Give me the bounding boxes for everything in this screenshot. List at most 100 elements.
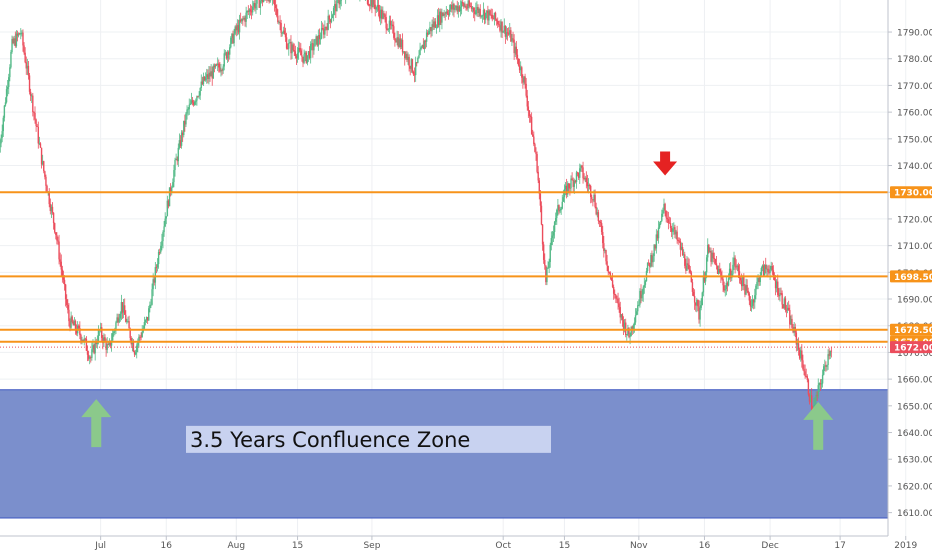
candle-body (695, 302, 697, 306)
candle (730, 262, 732, 282)
candle-body (138, 336, 140, 343)
candle (650, 252, 652, 268)
candle (713, 252, 716, 265)
candle-body (807, 379, 810, 395)
candle-body (204, 77, 207, 81)
candle-body (755, 285, 757, 296)
candle-body (309, 44, 312, 59)
candle-body (209, 72, 211, 77)
candle (542, 241, 545, 264)
candle-body (218, 63, 220, 68)
candle (429, 21, 431, 35)
x-tick-label: Dec (761, 541, 778, 550)
candle (382, 6, 384, 20)
candle-body (197, 96, 199, 98)
candle-body (327, 15, 329, 30)
candle-body (183, 120, 185, 136)
candle (667, 211, 670, 230)
candle-body (45, 176, 47, 186)
candle-body (300, 50, 302, 56)
candle-body (167, 200, 170, 207)
candle (804, 364, 806, 379)
candle (284, 27, 287, 42)
candle (389, 15, 392, 30)
candle-body (40, 147, 43, 165)
candle (243, 15, 245, 21)
candle-body (286, 48, 289, 50)
candle-body (602, 232, 604, 244)
candle-body (674, 227, 676, 235)
candle-body (432, 24, 434, 28)
candle-body (628, 327, 630, 338)
candle-body (71, 316, 73, 323)
candle-body (809, 395, 812, 402)
candle (41, 154, 44, 166)
candle-body (308, 51, 311, 59)
candle-body (423, 40, 426, 50)
y-tick-label: 1720.00 (897, 215, 932, 225)
candle-body (117, 317, 119, 323)
candle (266, 0, 268, 3)
candle (117, 313, 119, 326)
candle (224, 49, 227, 56)
candle-body (536, 154, 538, 172)
candle-body (81, 339, 83, 341)
candle (375, 6, 378, 13)
candle (81, 336, 83, 345)
candle-body (428, 30, 430, 35)
candle (668, 216, 671, 224)
candle-body (627, 327, 629, 335)
x-tick-label: Oct (495, 541, 511, 550)
candle-body (646, 262, 649, 271)
candle (598, 220, 601, 228)
candle-body (619, 307, 621, 318)
candle-body (642, 287, 644, 295)
candle-body (651, 255, 653, 263)
candle-body (189, 103, 192, 105)
candle (295, 54, 298, 65)
candle (459, 0, 462, 17)
candle (116, 313, 118, 324)
candle-body (469, 6, 472, 7)
candle-body (771, 266, 773, 271)
candle (283, 23, 286, 35)
candle-body (293, 50, 295, 52)
candle (226, 50, 229, 63)
candle-body (99, 327, 102, 330)
candle (726, 281, 729, 292)
candle-body (319, 38, 322, 40)
candle (707, 238, 709, 262)
candle-body (577, 172, 580, 178)
candle-body (614, 293, 616, 296)
candle-body (10, 51, 12, 68)
candle-body (557, 205, 559, 210)
candle (167, 199, 170, 209)
candle-body (162, 232, 164, 242)
candle (457, 2, 460, 18)
candle (377, 0, 380, 17)
candle-body (420, 47, 422, 50)
candle-body (413, 74, 416, 76)
candle-body (562, 197, 565, 202)
candle (652, 253, 654, 268)
candle (434, 18, 437, 28)
candle-body (599, 222, 602, 224)
candle-body (224, 52, 227, 54)
candle-body (385, 17, 387, 29)
candle (253, 1, 255, 10)
candle-body (416, 62, 418, 64)
candle-body (140, 336, 142, 338)
candle-body (169, 187, 172, 192)
candle-body (302, 56, 304, 63)
candle (433, 18, 435, 30)
candle-body (124, 305, 126, 315)
candle (131, 337, 134, 352)
candle (463, 2, 465, 9)
candle-body (768, 271, 770, 273)
candle-body (9, 67, 11, 78)
candle (537, 165, 539, 184)
candle-body (594, 194, 596, 207)
candle (695, 302, 697, 312)
candle (251, 0, 254, 16)
candle (320, 20, 323, 40)
